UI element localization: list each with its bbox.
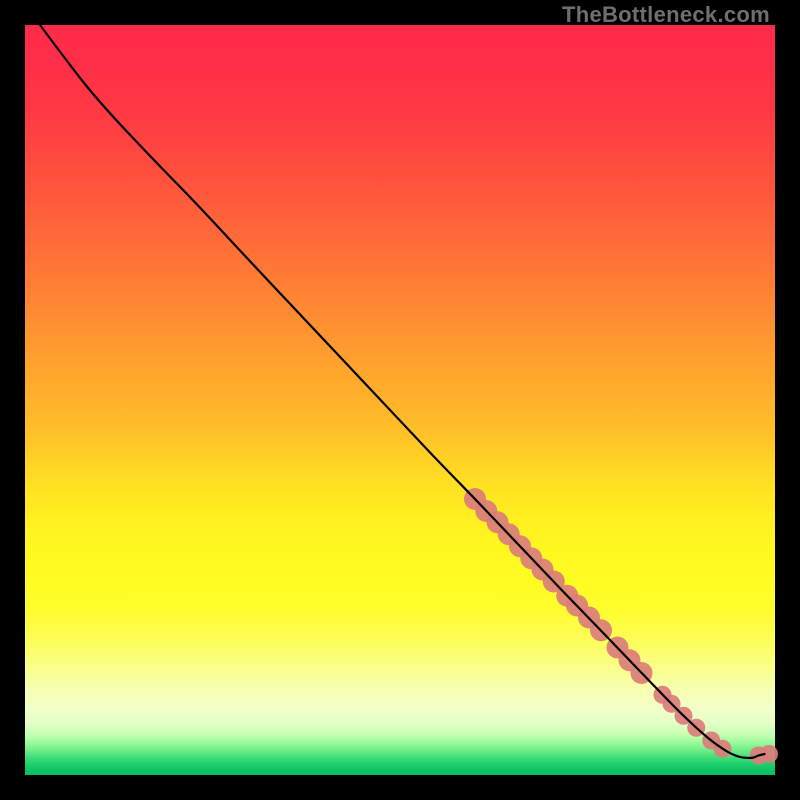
gradient-background	[25, 25, 775, 775]
chart-svg	[0, 0, 800, 800]
watermark-text: TheBottleneck.com	[562, 2, 770, 28]
stage: TheBottleneck.com	[0, 0, 800, 800]
